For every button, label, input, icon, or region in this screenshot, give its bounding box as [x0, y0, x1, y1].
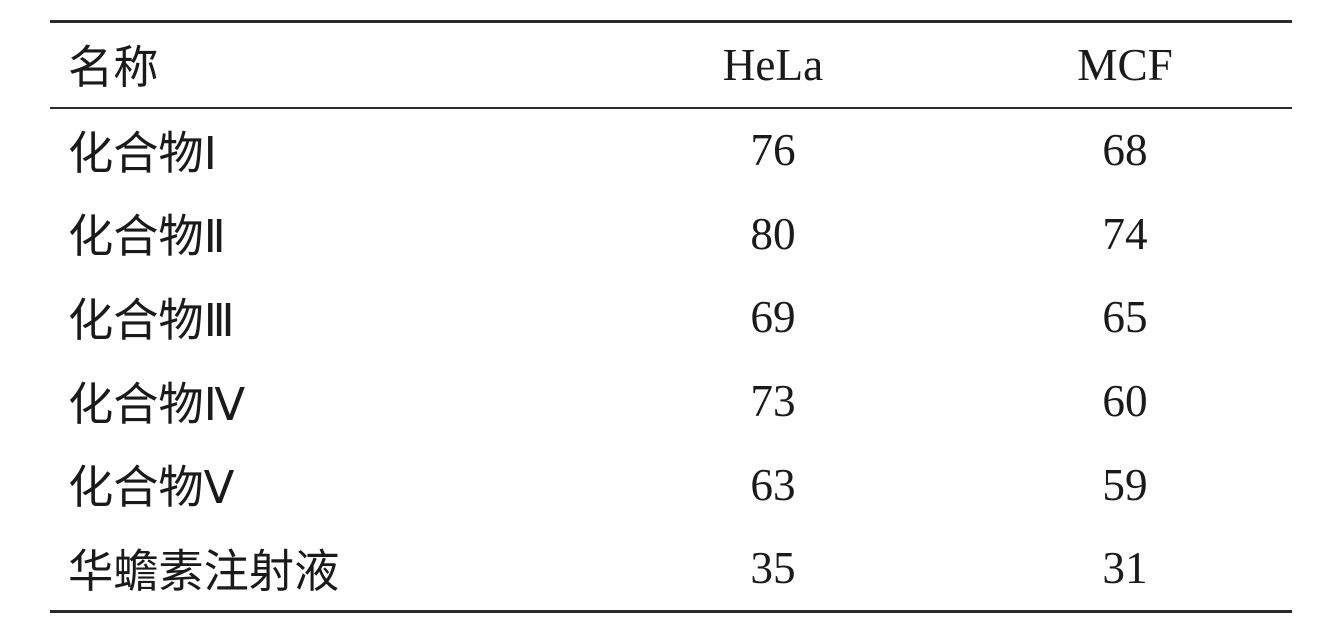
cell-mcf: 59: [958, 459, 1292, 511]
cell-hela: 69: [588, 291, 958, 343]
cell-mcf: 74: [958, 208, 1292, 260]
cell-name: 化合物Ⅰ: [50, 118, 588, 183]
cell-mcf: 68: [958, 124, 1292, 176]
cell-name: 华蟾素注射液: [50, 536, 588, 601]
col-header-name: 名称: [50, 32, 588, 97]
cell-hela: 76: [588, 124, 958, 176]
cell-name: 化合物Ⅳ: [50, 369, 588, 434]
table-row: 化合物Ⅴ 63 59: [50, 443, 1292, 527]
cell-hela: 80: [588, 208, 958, 260]
data-table: 名称 HeLa MCF 化合物Ⅰ 76 68 化合物Ⅱ 80 74 化合物Ⅲ 6…: [0, 0, 1342, 633]
table-row: 化合物Ⅳ 73 60: [50, 359, 1292, 443]
table-row: 化合物Ⅰ 76 68: [50, 109, 1292, 193]
cell-mcf: 60: [958, 375, 1292, 427]
cell-name: 化合物Ⅴ: [50, 452, 588, 517]
table-bottom-rule: [50, 610, 1292, 613]
table-row: 华蟾素注射液 35 31: [50, 526, 1292, 610]
cell-name: 化合物Ⅲ: [50, 285, 588, 350]
cell-hela: 35: [588, 542, 958, 594]
table-row: 化合物Ⅱ 80 74: [50, 192, 1292, 276]
col-header-hela: HeLa: [588, 39, 958, 91]
cell-hela: 63: [588, 459, 958, 511]
cell-mcf: 31: [958, 542, 1292, 594]
cell-name: 化合物Ⅱ: [50, 201, 588, 266]
cell-mcf: 65: [958, 291, 1292, 343]
cell-hela: 73: [588, 375, 958, 427]
table-header-row: 名称 HeLa MCF: [50, 23, 1292, 107]
col-header-mcf: MCF: [958, 39, 1292, 91]
table-row: 化合物Ⅲ 69 65: [50, 276, 1292, 360]
